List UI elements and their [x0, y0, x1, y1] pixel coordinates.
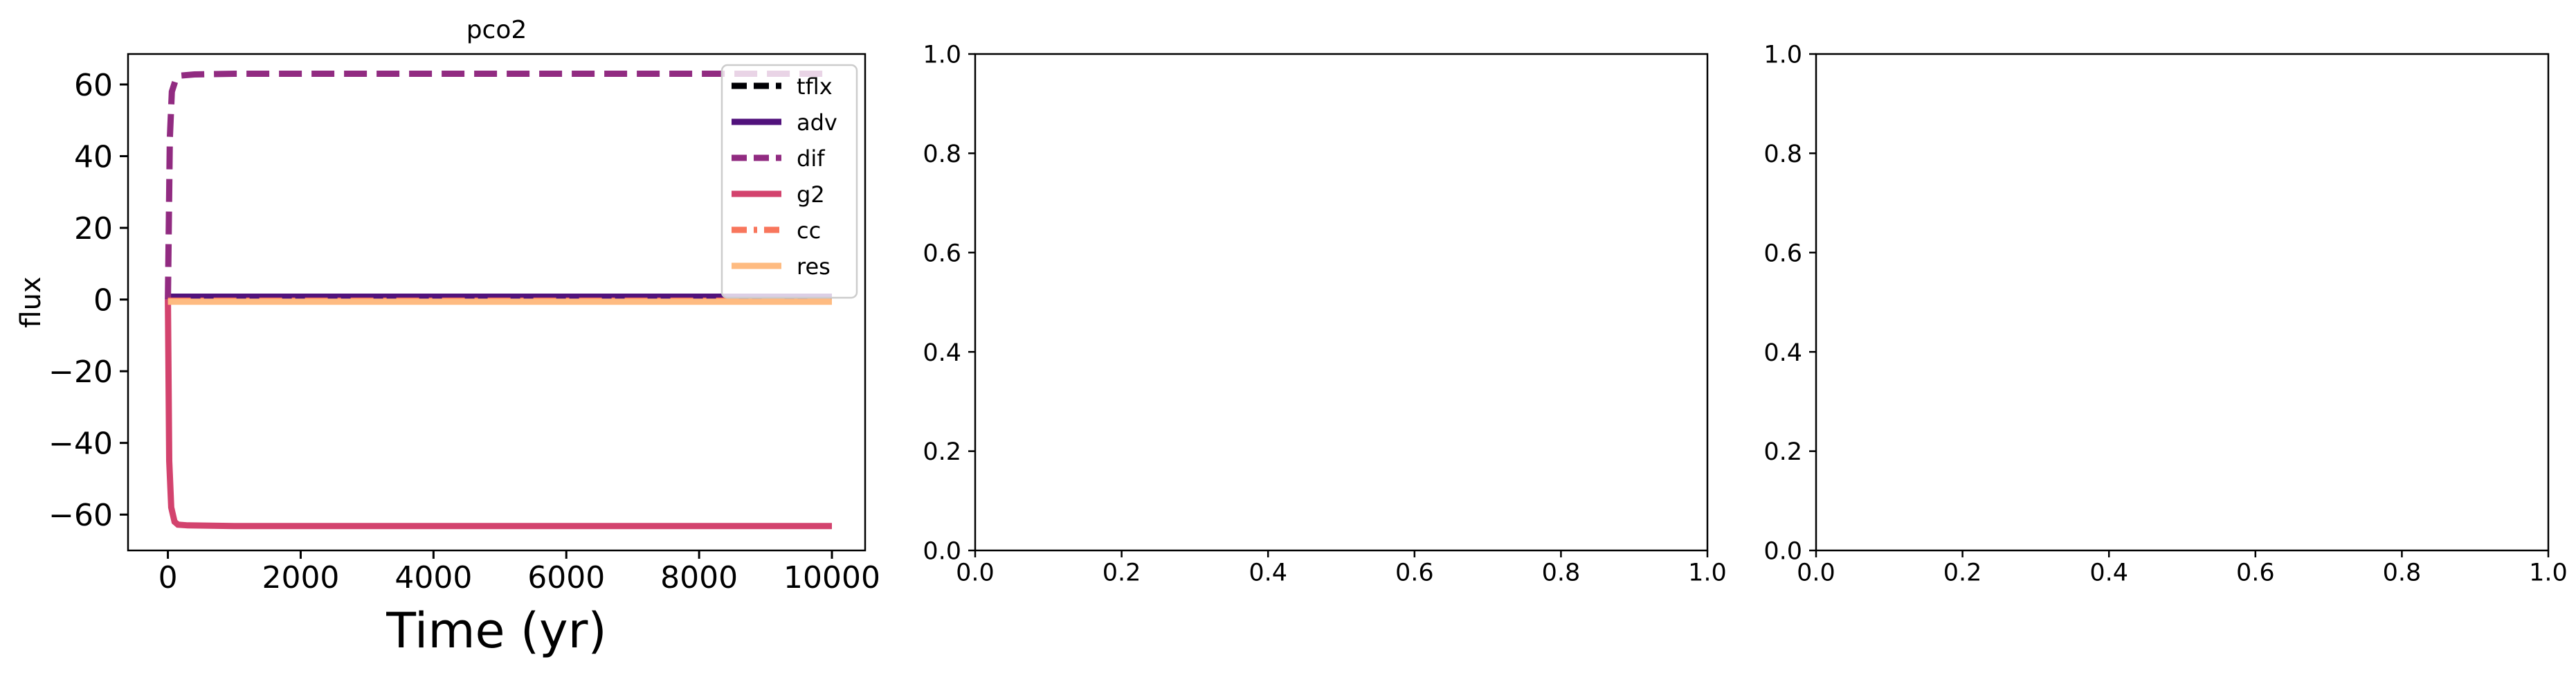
axes-frame	[1815, 53, 2550, 552]
y-tick-label: 0	[93, 282, 113, 318]
legend-label-g2: g2	[797, 181, 825, 208]
x-tick-label: 0.0	[1797, 559, 1835, 586]
y-tick-label: 0.2	[1763, 438, 1802, 466]
y-tick-label: 0.8	[923, 141, 961, 168]
y-tick-label: 0.0	[1763, 538, 1802, 566]
y-tick-label: 1.0	[923, 42, 961, 69]
x-tick-label: 0.8	[1542, 559, 1581, 586]
x-axis-label: Time (yr)	[386, 602, 606, 659]
y-tick-label: 0.0	[923, 538, 961, 566]
y-tick-label: 0.4	[923, 339, 961, 367]
x-tick-label: 0.6	[1395, 559, 1434, 586]
y-tick-label: −60	[48, 498, 113, 533]
legend: tflx adv dif g2 cc res	[720, 64, 858, 299]
y-axis-label: flux	[15, 276, 47, 327]
x-tick-label: 0.0	[956, 559, 995, 586]
y-tick-label: 0.4	[1763, 339, 1802, 367]
x-tick-label: 1.0	[1688, 559, 1727, 586]
y-tick-label: 40	[74, 139, 113, 174]
x-tick-label: 6000	[527, 560, 605, 595]
y-tick-label: 60	[74, 68, 113, 103]
y-tick-label: 0.6	[1763, 240, 1802, 267]
x-tick-label: 0.8	[2383, 559, 2422, 586]
x-tick-label: 0.2	[1943, 559, 1982, 586]
legend-label-dif: dif	[797, 145, 825, 172]
y-tick-label: 0.2	[923, 438, 961, 466]
subplot-3: 0.0 0.2 0.4 0.6 0.8 1.0 0.0 0.2 0.4 0.6 0.8 1.0	[1763, 42, 2568, 587]
subplot-1: 0 2000 4000 6000 8000 10000 −60 −40 −20 0 20 40 60 pc…	[15, 16, 880, 659]
x-tick-label: 0.4	[1249, 559, 1287, 586]
y-tick-label: 20	[74, 211, 113, 246]
y-tick-label: −40	[48, 427, 113, 462]
x-tick-label: 8000	[660, 560, 738, 595]
series-line-dif	[165, 71, 832, 300]
y-tick-label: 0.8	[1763, 141, 1802, 168]
legend-label-cc: cc	[797, 217, 821, 244]
y-tick-label: 0.6	[923, 240, 961, 267]
axes-frame	[127, 53, 867, 552]
axes-frame	[974, 53, 1709, 552]
x-tick-label: 0	[158, 560, 178, 595]
subplot-2: 0.0 0.2 0.4 0.6 0.8 1.0 0.0 0.2 0.4 0.6 0.8 1.0	[923, 42, 1727, 587]
y-tick-label: 1.0	[1763, 42, 1802, 69]
x-tick-label: 4000	[394, 560, 472, 595]
chart-title: pco2	[466, 16, 527, 44]
legend-label-res: res	[797, 253, 831, 280]
x-tick-label: 0.2	[1103, 559, 1141, 586]
x-tick-label: 10000	[783, 560, 880, 595]
legend-label-adv: adv	[797, 109, 837, 136]
series-line-g2	[165, 299, 832, 530]
x-tick-label: 1.0	[2529, 559, 2568, 586]
y-tick-label: −20	[48, 355, 113, 390]
x-tick-label: 0.6	[2236, 559, 2275, 586]
legend-label-tflx: tflx	[797, 73, 833, 100]
x-tick-label: 0.4	[2089, 559, 2128, 586]
x-tick-label: 2000	[262, 560, 339, 595]
